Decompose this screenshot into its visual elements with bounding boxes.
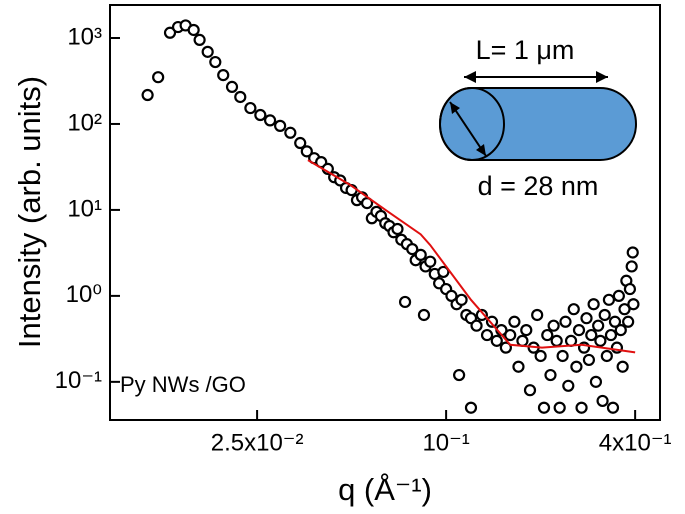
data-point — [398, 295, 412, 309]
diameter-label: d = 28 nm — [478, 171, 599, 201]
y-tick-label: 10⁻¹ — [55, 367, 102, 394]
data-point — [254, 108, 267, 122]
data-point — [553, 401, 566, 414]
data-point — [217, 69, 230, 82]
data-point — [623, 282, 637, 296]
data-point — [516, 334, 529, 347]
data-point — [602, 293, 616, 306]
data-point — [417, 308, 431, 322]
data-point — [244, 101, 257, 115]
data-point — [614, 324, 627, 337]
data-point — [163, 26, 177, 39]
data-point — [504, 328, 517, 342]
data-point — [187, 23, 200, 37]
data-point — [580, 312, 593, 325]
data-point — [572, 324, 586, 337]
data-point — [608, 315, 622, 328]
data-point — [470, 319, 483, 332]
data-point — [284, 126, 297, 139]
data-point — [263, 114, 277, 127]
data-point — [559, 315, 572, 328]
data-point — [391, 222, 404, 236]
data-point — [556, 349, 569, 363]
data-point — [625, 260, 638, 273]
data-point — [508, 315, 521, 328]
data-point — [485, 315, 499, 328]
data-point — [193, 33, 206, 47]
data-point — [606, 401, 620, 414]
cylinder — [439, 87, 637, 161]
data-point — [445, 289, 458, 302]
y-tick-label: 10¹ — [67, 195, 102, 222]
data-point — [585, 328, 598, 342]
x-tick-label: 10⁻¹ — [422, 429, 469, 456]
data-point — [209, 55, 222, 69]
data-point — [582, 353, 596, 367]
length-label: L= 1 μm — [476, 35, 575, 65]
data-point — [141, 88, 154, 102]
x-tick-label: 2.5x10⁻² — [211, 429, 304, 456]
data-point — [225, 80, 239, 93]
fit-line — [307, 159, 636, 354]
annotation: Py NWs /GO — [120, 372, 246, 397]
data-point — [544, 368, 557, 382]
data-point — [480, 328, 494, 342]
data-point — [616, 360, 629, 373]
y-axis-label: Intensity (arb. units) — [12, 76, 47, 348]
data-point — [598, 308, 611, 322]
data-point — [562, 379, 575, 392]
x-axis-label: q (Å⁻¹) — [338, 472, 432, 507]
plot-frame — [109, 4, 661, 421]
data-point — [627, 298, 640, 311]
data-point — [537, 401, 551, 414]
y-tick-label: 10² — [67, 109, 102, 136]
data-point — [626, 246, 639, 259]
data-point — [592, 319, 605, 332]
data-point — [567, 303, 580, 316]
cylinder-end — [439, 87, 505, 161]
data-point — [600, 349, 613, 363]
data-point — [612, 289, 625, 302]
data-point — [523, 384, 537, 397]
data-point — [541, 328, 554, 342]
arrow-heads — [450, 102, 486, 156]
data-point — [274, 119, 287, 132]
data-point — [618, 303, 631, 316]
y-tick-label: 10³ — [67, 23, 102, 50]
data-point — [455, 293, 468, 306]
y-tick-label: 10⁰ — [66, 281, 102, 308]
data-point — [294, 136, 307, 150]
data-point — [622, 315, 635, 328]
data-point — [464, 401, 478, 414]
data-point — [152, 71, 165, 84]
data-point — [490, 334, 503, 347]
data-point — [414, 248, 427, 261]
data-point — [534, 349, 547, 363]
data-point — [453, 368, 466, 382]
data-point — [594, 334, 607, 347]
data-point — [587, 298, 600, 311]
data-point — [300, 145, 313, 158]
data-point — [547, 319, 560, 332]
data-point — [437, 265, 450, 279]
data-point — [596, 394, 609, 408]
data-point — [604, 328, 618, 342]
data-point — [201, 45, 214, 58]
data-point — [512, 360, 525, 373]
inset: L= 1 μm d = 28 nm — [439, 35, 637, 201]
data-point — [475, 308, 488, 322]
data-point — [589, 375, 603, 388]
data-point — [424, 255, 437, 268]
data-point — [575, 401, 588, 414]
data-point — [531, 308, 544, 322]
data-point — [234, 90, 247, 104]
data-point — [406, 243, 419, 256]
data-point — [550, 334, 563, 347]
data-point — [499, 341, 512, 354]
x-tick-label: 4x10⁻¹ — [599, 429, 672, 456]
data-point — [570, 360, 583, 373]
data-point — [520, 324, 533, 337]
